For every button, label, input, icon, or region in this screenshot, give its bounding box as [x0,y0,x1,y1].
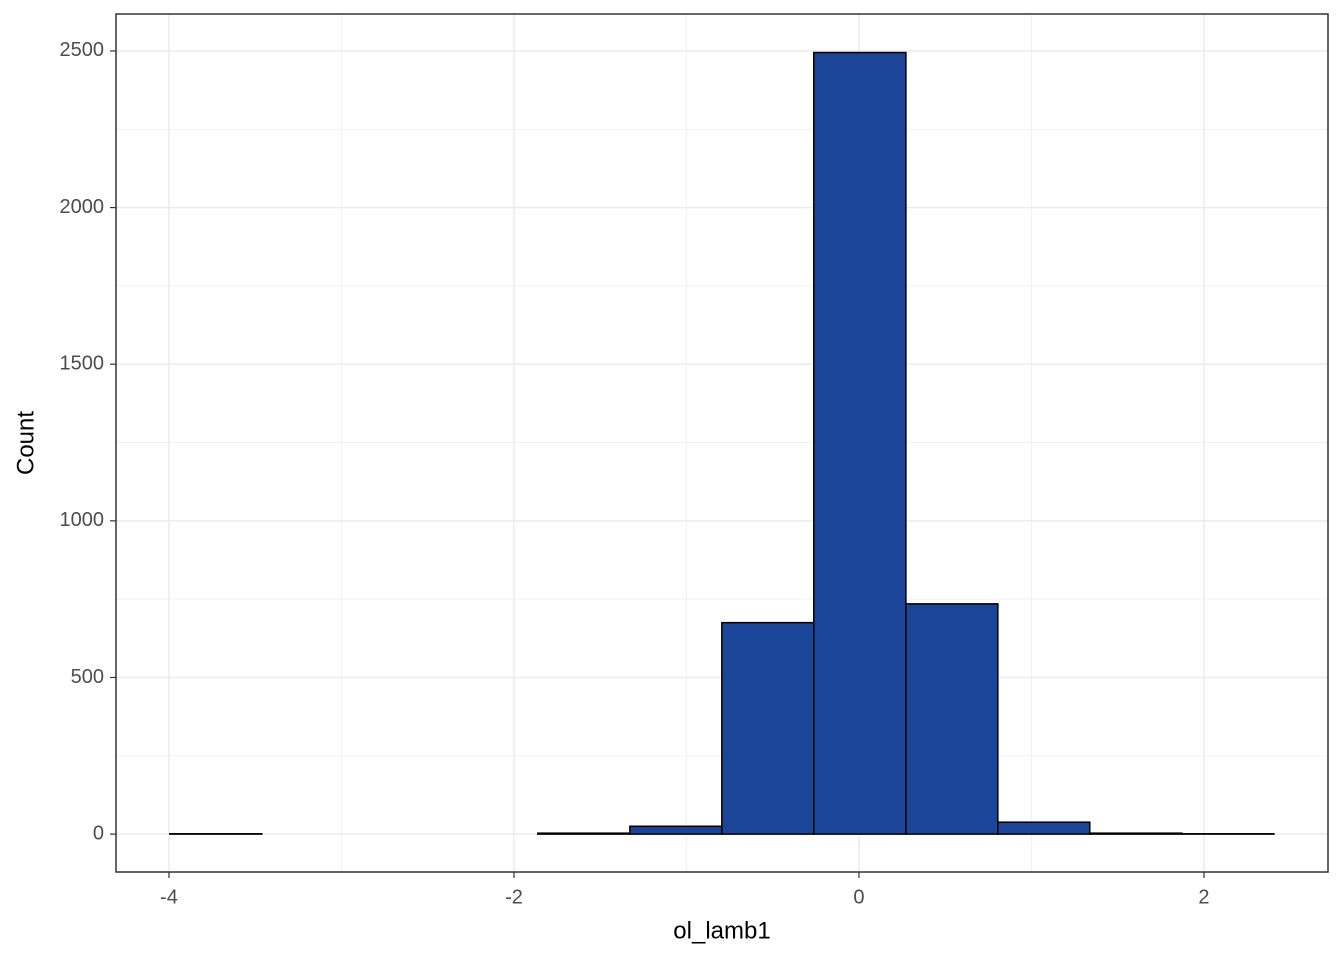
bar [537,832,631,835]
bar [629,825,723,835]
x-tick-label: 0 [853,886,864,908]
x-tick-label: -2 [505,886,523,908]
y-tick-label: 2000 [60,196,105,218]
bar [721,621,815,835]
y-axis-title: Count [12,411,39,475]
x-axis-title: ol_lamb1 [673,917,770,944]
y-tick-label: 1500 [60,352,105,374]
panel-border [115,13,1329,873]
y-tick-label: 0 [93,822,104,844]
x-tick-label: -4 [160,886,178,908]
bar [1089,832,1183,835]
bar [813,51,907,835]
y-tick-label: 500 [71,666,104,688]
y-tick-label: 2500 [60,39,105,61]
y-tick-label: 1000 [60,509,105,531]
x-tick-label: 2 [1198,886,1209,908]
bar [905,603,999,835]
bar [997,821,1091,835]
